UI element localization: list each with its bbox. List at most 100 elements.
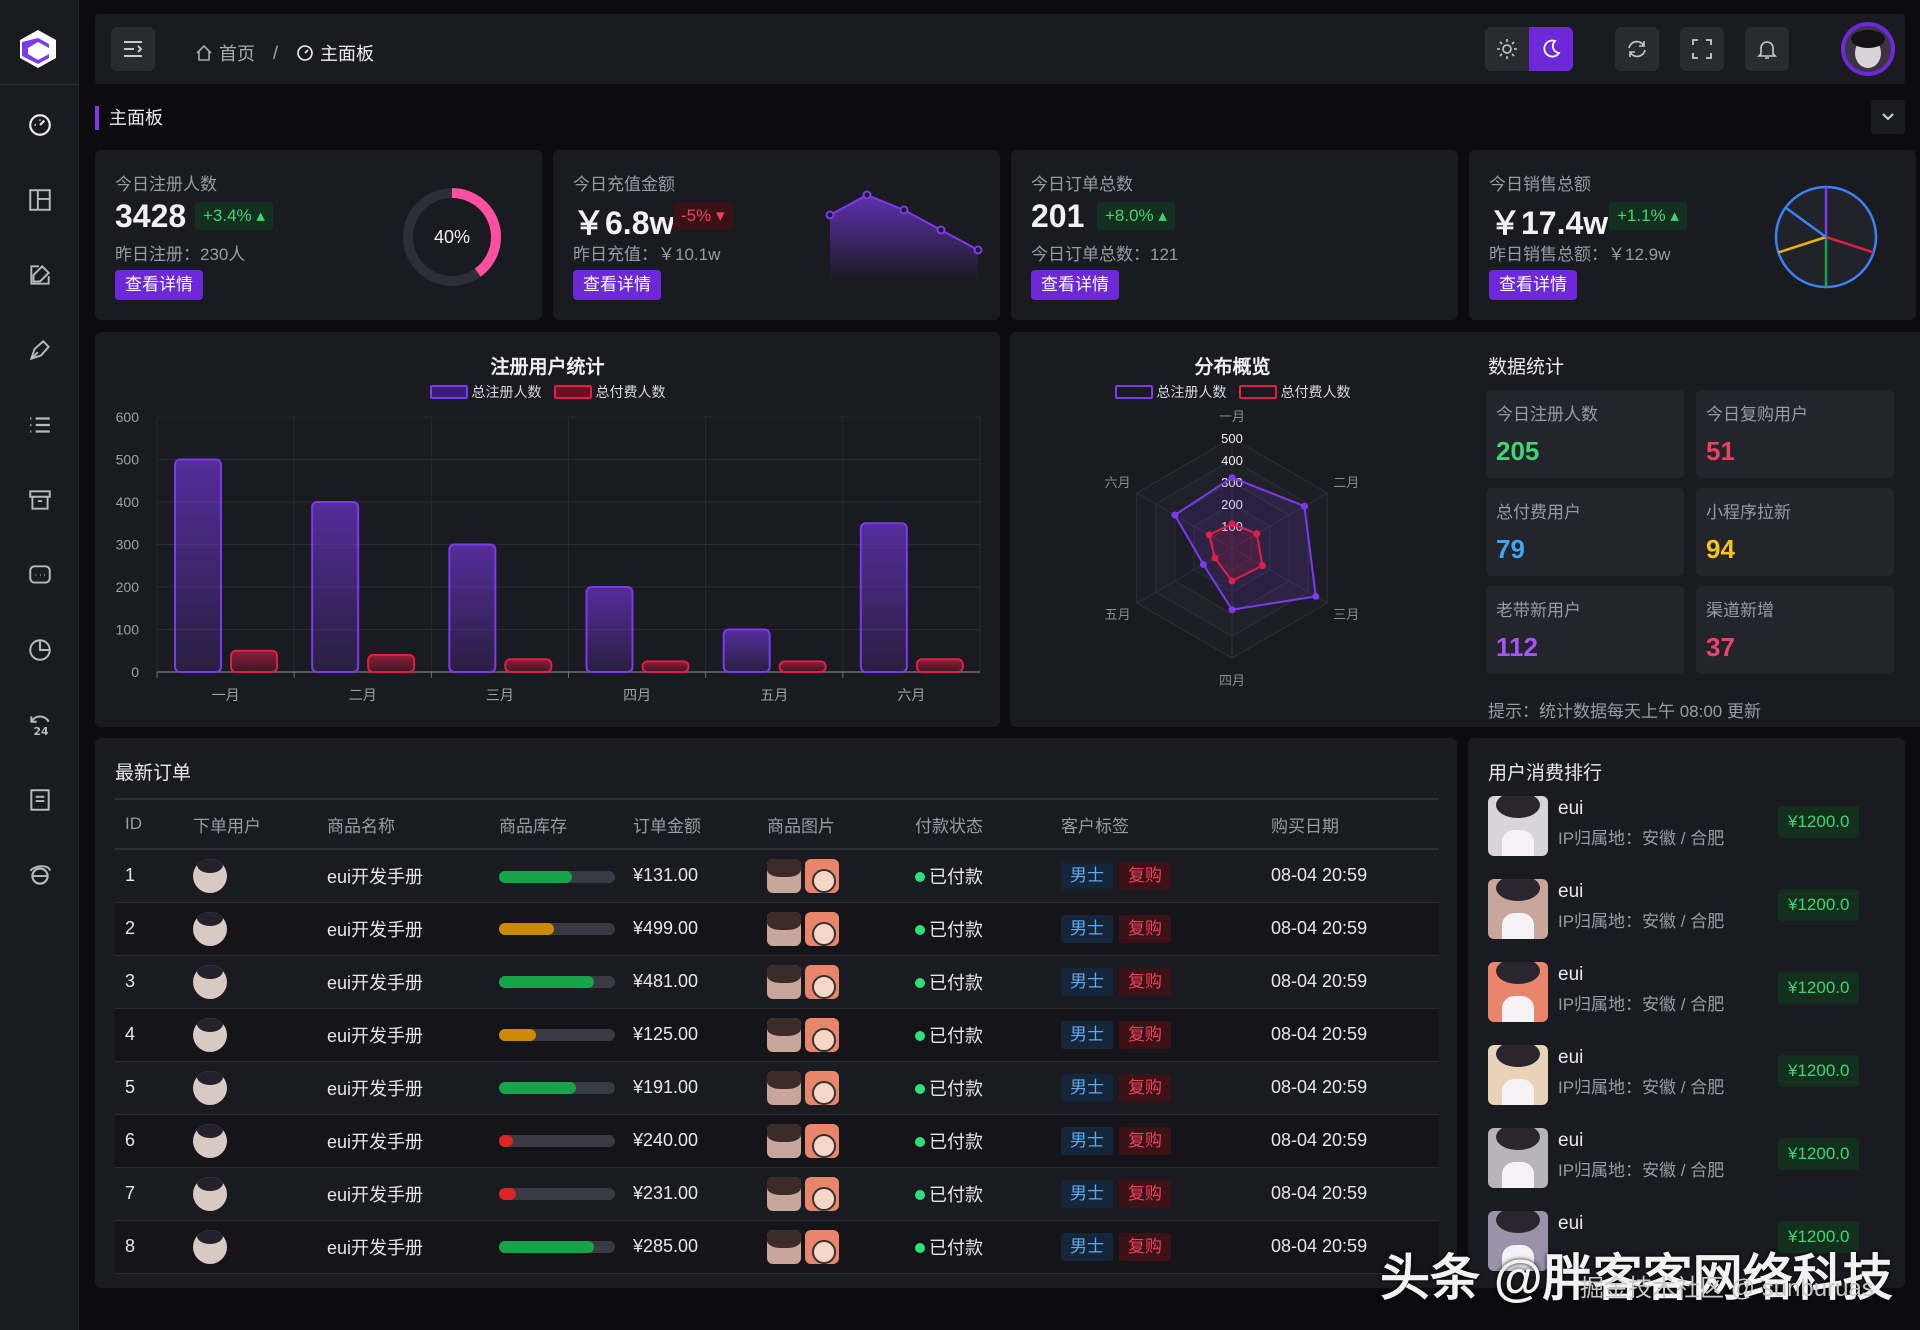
tab-dropdown-button[interactable]: [1871, 100, 1905, 134]
radar-point: [1228, 474, 1236, 482]
product-image[interactable]: [805, 1229, 839, 1264]
table-row[interactable]: 5 eui开发手册 ¥191.00 已付款 男士 复购 08-04 20:59: [115, 1061, 1439, 1115]
product-image[interactable]: [767, 1017, 801, 1052]
product-image[interactable]: [767, 1070, 801, 1105]
table-row[interactable]: 4 eui开发手册 ¥125.00 已付款 男士 复购 08-04 20:59: [115, 1008, 1439, 1062]
latest-orders-card: 最新订单 ID 下单用户 商品名称 商品库存 订单金额 商品图片 付款状态 客户标签 购买日期 …: [95, 738, 1457, 1288]
ranking-ip-location: IP归属地：安徽 / 合肥: [1558, 1161, 1725, 1180]
stock-progress-bar: [499, 923, 615, 936]
sidebar-item-message[interactable]: [20, 555, 60, 595]
sidebar-item-pen[interactable]: [20, 330, 60, 370]
table-row[interactable]: 3 eui开发手册 ¥481.00 已付款 男士 复购 08-04 20:59: [115, 955, 1439, 1009]
sidebar-item-ie[interactable]: [20, 855, 60, 895]
sidebar-item-hours-24[interactable]: 24: [20, 705, 60, 745]
legend-label: 总付费人数: [1280, 384, 1351, 400]
stat-value: 201: [1031, 198, 1085, 234]
view-details-button[interactable]: 查看详情: [1489, 270, 1577, 300]
table-row[interactable]: 2 eui开发手册 ¥499.00 已付款 男士 复购 08-04 20:59: [115, 902, 1439, 956]
order-amount: ¥125.00: [633, 1008, 767, 1062]
product-image[interactable]: [767, 858, 801, 893]
radar-point: [1300, 502, 1308, 510]
bell-icon: [1757, 41, 1777, 59]
radar-indicator-label: 一月: [1219, 409, 1245, 424]
tab-dashboard[interactable]: 主面板: [95, 106, 163, 130]
sidebar-item-list[interactable]: [20, 405, 60, 445]
bar: [230, 649, 278, 673]
bar: [641, 660, 690, 673]
ranking-item[interactable]: eui IP归属地：安徽 / 合肥 ¥1200.0: [1488, 796, 1868, 862]
stock-progress-fill: [499, 870, 573, 883]
product-image[interactable]: [767, 911, 801, 946]
dark-theme-button[interactable]: [1529, 27, 1573, 71]
ranking-item[interactable]: eui ¥1200.0: [1488, 1211, 1868, 1277]
product-image[interactable]: [767, 964, 801, 999]
product-image[interactable]: [805, 1123, 839, 1158]
product-image[interactable]: [805, 1017, 839, 1052]
legend-item-total-registered[interactable]: 总注册人数: [1114, 382, 1227, 402]
product-image[interactable]: [805, 858, 839, 893]
y-tick-label: 0: [131, 664, 139, 680]
radar-indicator-label: 三月: [1333, 607, 1359, 622]
orders-title: 最新订单: [115, 763, 192, 784]
stock-progress-bar: [499, 1241, 615, 1254]
user-avatar[interactable]: [1841, 22, 1895, 76]
breadcrumb-home[interactable]: 首页: [219, 44, 255, 64]
product-image[interactable]: [767, 1229, 801, 1264]
sidebar-item-document[interactable]: [20, 780, 60, 820]
sidebar-item-edit[interactable]: [20, 255, 60, 295]
notification-button[interactable]: [1745, 27, 1789, 71]
table-row[interactable]: 6 eui开发手册 ¥240.00 已付款 男士 复购 08-04 20:59: [115, 1114, 1439, 1168]
data-stats-tip: 提示：统计数据每天上午 08:00 更新: [1488, 702, 1761, 721]
bar: [504, 658, 553, 673]
table-row[interactable]: 8 eui开发手册 ¥285.00 已付款 男士 复购 08-04 20:59: [115, 1220, 1439, 1274]
product-image[interactable]: [805, 1176, 839, 1211]
payment-status: 已付款: [915, 955, 1061, 1009]
ranking-item[interactable]: eui IP归属地：安徽 / 合肥 ¥1200.0: [1488, 1128, 1868, 1194]
app-logo[interactable]: [18, 28, 58, 70]
ranking-ip-location: IP归属地：安徽 / 合肥: [1558, 912, 1725, 931]
sidebar-item-dashboard[interactable]: [20, 105, 60, 145]
light-theme-button[interactable]: [1485, 27, 1529, 71]
menu-toggle-button[interactable]: [111, 27, 155, 71]
dashboard-icon: [297, 45, 313, 61]
ranking-avatar: [1488, 1211, 1548, 1271]
ranking-item[interactable]: eui IP归属地：安徽 / 合肥 ¥1200.0: [1488, 879, 1868, 945]
table-header-row: ID 下单用户 商品名称 商品库存 订单金额 商品图片 付款状态 客户标签 购买日期: [115, 798, 1439, 850]
order-id: 4: [115, 1008, 193, 1062]
ranking-item[interactable]: eui IP归属地：安徽 / 合肥 ¥1200.0: [1488, 962, 1868, 1028]
purchase-date: 08-04 20:59: [1271, 849, 1439, 903]
refresh-button[interactable]: [1615, 27, 1659, 71]
product-image[interactable]: [805, 964, 839, 999]
ranking-user-name: eui: [1558, 1213, 1584, 1234]
legend-item-total-paid[interactable]: 总付费人数: [1238, 382, 1351, 402]
payment-status: 已付款: [915, 1008, 1061, 1062]
product-image[interactable]: [805, 911, 839, 946]
legend-item-total-paid[interactable]: 总付费人数: [553, 382, 666, 402]
hours-24-icon: 24: [30, 715, 50, 738]
order-amount: ¥231.00: [633, 1167, 767, 1221]
stock-progress-fill: [499, 1029, 537, 1042]
order-id: 7: [115, 1167, 193, 1221]
data-stat-cell: 老带新用户 112: [1486, 586, 1684, 674]
radar-point: [1205, 531, 1213, 539]
table-row[interactable]: 1 eui开发手册 ¥131.00 已付款 男士 复购 08-04 20:59: [115, 849, 1439, 903]
fullscreen-button[interactable]: [1680, 27, 1724, 71]
sidebar-item-pie[interactable]: [20, 630, 60, 670]
legend-item-total-registered[interactable]: 总注册人数: [429, 382, 542, 402]
sidebar-item-layout[interactable]: [20, 180, 60, 220]
view-details-button[interactable]: 查看详情: [573, 270, 661, 300]
x-tick-label: 四月: [623, 687, 651, 703]
edit-icon: [30, 264, 51, 285]
view-details-button[interactable]: 查看详情: [115, 270, 203, 300]
column-header: 下单用户: [193, 798, 327, 850]
status-dot: [915, 1242, 925, 1253]
status-dot: [915, 1030, 925, 1041]
table-row[interactable]: 7 eui开发手册 ¥231.00 已付款 男士 复购 08-04 20:59: [115, 1167, 1439, 1221]
ranking-item[interactable]: eui IP归属地：安徽 / 合肥 ¥1200.0: [1488, 1045, 1868, 1111]
sidebar-item-archive[interactable]: [20, 480, 60, 520]
product-image[interactable]: [805, 1070, 839, 1105]
pen-icon: [29, 339, 51, 361]
product-image[interactable]: [767, 1176, 801, 1211]
product-image[interactable]: [767, 1123, 801, 1158]
view-details-button[interactable]: 查看详情: [1031, 270, 1119, 300]
